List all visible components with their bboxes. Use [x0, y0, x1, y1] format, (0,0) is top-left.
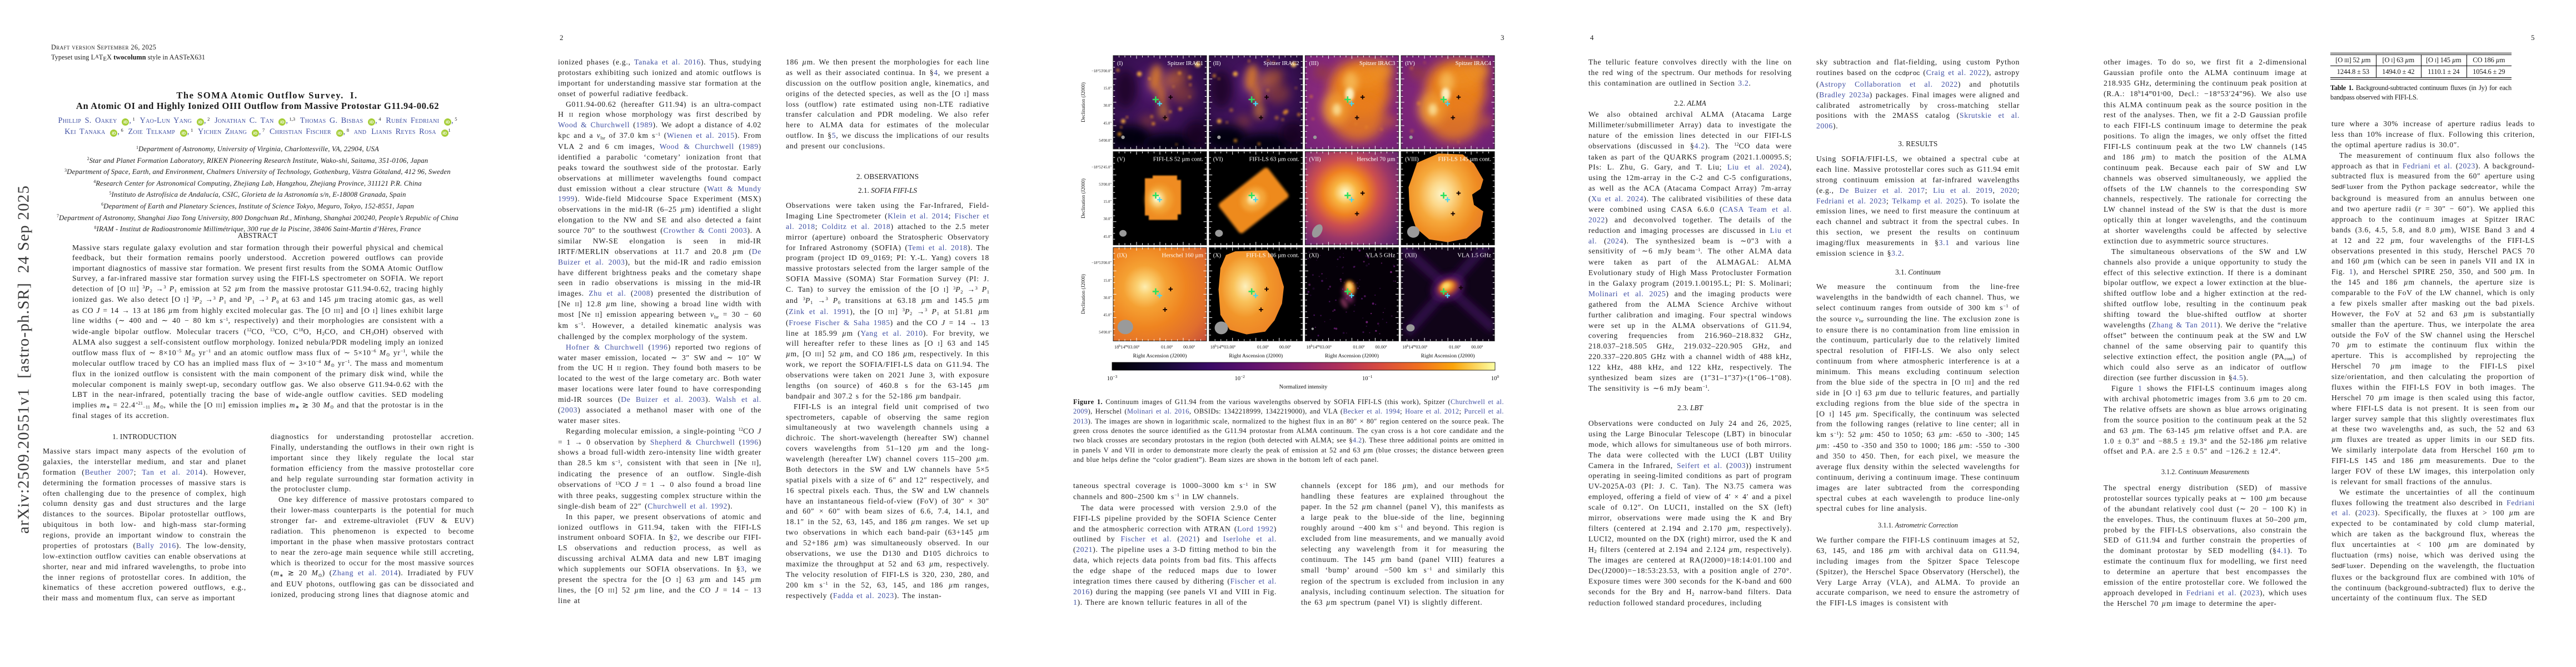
svg-text:(III): (III) — [1309, 61, 1318, 67]
svg-text:VLA 5 GHz: VLA 5 GHz — [1366, 252, 1396, 258]
svg-text:(I): (I) — [1117, 61, 1123, 67]
svg-text:18h14m03.00s: 18h14m03.00s — [1210, 345, 1236, 350]
svg-text:30.0": 30.0" — [1103, 217, 1112, 221]
svg-text:45.0": 45.0" — [1103, 235, 1112, 239]
svg-text:−18°53'00.0": −18°53'00.0" — [1092, 261, 1112, 265]
svg-text:(II): (II) — [1213, 61, 1221, 67]
svg-text:Declination (J2000): Declination (J2000) — [1080, 82, 1086, 122]
svg-text:FIFI-LS 63 µm cont.: FIFI-LS 63 µm cont. — [1249, 156, 1299, 163]
svg-text:(IV): (IV) — [1405, 61, 1415, 67]
svg-text:Declination (J2000): Declination (J2000) — [1080, 274, 1086, 314]
svg-text:−18°52'45.0": −18°52'45.0" — [1092, 166, 1112, 170]
svg-text:(VII): (VII) — [1309, 157, 1321, 163]
svg-text:10−2: 10−2 — [1234, 374, 1245, 382]
svg-text:15.0": 15.0" — [1103, 200, 1112, 204]
svg-text:15.0": 15.0" — [1103, 87, 1112, 91]
svg-text:(IX): (IX) — [1117, 252, 1127, 258]
svg-text:18h14m03.00s: 18h14m03.00s — [1306, 345, 1332, 350]
svg-text:(VIII): (VIII) — [1405, 157, 1419, 163]
svg-text:30.0": 30.0" — [1103, 296, 1112, 300]
svg-text:Spitzer IRAC2: Spitzer IRAC2 — [1263, 60, 1299, 67]
svg-text:Right Ascension (J2000): Right Ascension (J2000) — [1229, 353, 1283, 359]
svg-text:54'00.0": 54'00.0" — [1099, 139, 1112, 143]
svg-text:FIFI-LS 145 µm cont.: FIFI-LS 145 µm cont. — [1438, 156, 1491, 163]
svg-text:Herschel 70 µm: Herschel 70 µm — [1357, 156, 1396, 163]
svg-text:01.00s: 01.00s — [1353, 345, 1365, 350]
svg-text:Herschel 160 µm: Herschel 160 µm — [1162, 252, 1203, 258]
svg-text:01.00s: 01.00s — [1449, 345, 1461, 350]
svg-text:01.00s: 01.00s — [1257, 345, 1269, 350]
svg-text:45.0": 45.0" — [1103, 313, 1112, 317]
svg-text:Declination (J2000): Declination (J2000) — [1080, 178, 1086, 218]
svg-text:45.0": 45.0" — [1103, 122, 1112, 126]
svg-text:(VI): (VI) — [1213, 157, 1223, 163]
svg-text:00.00s: 00.00s — [1279, 345, 1292, 350]
svg-text:Right Ascension (J2000): Right Ascension (J2000) — [1421, 353, 1475, 359]
svg-text:01.00s: 01.00s — [1161, 345, 1173, 350]
svg-text:Spitzer IRAC4: Spitzer IRAC4 — [1456, 60, 1492, 67]
svg-text:53'00.0": 53'00.0" — [1099, 183, 1112, 187]
svg-text:(X): (X) — [1213, 252, 1221, 258]
svg-text:18h14m03.00s: 18h14m03.00s — [1402, 345, 1428, 350]
svg-text:(V): (V) — [1117, 157, 1125, 163]
svg-text:00.00s: 00.00s — [1375, 345, 1387, 350]
svg-text:(XII): (XII) — [1405, 252, 1417, 258]
svg-text:(XI): (XI) — [1309, 252, 1319, 258]
svg-text:100: 100 — [1491, 374, 1499, 382]
svg-text:00.00s: 00.00s — [1183, 345, 1195, 350]
svg-text:10−1: 10−1 — [1362, 374, 1373, 382]
svg-text:Spitzer IRAC1: Spitzer IRAC1 — [1168, 60, 1203, 67]
svg-text:VLA 1.5 GHz: VLA 1.5 GHz — [1457, 252, 1491, 258]
svg-text:15.0": 15.0" — [1103, 279, 1112, 283]
svg-text:FIFI-LS 52 µm cont.: FIFI-LS 52 µm cont. — [1153, 156, 1203, 163]
svg-text:30.0": 30.0" — [1103, 104, 1112, 108]
svg-text:Right Ascension (J2000): Right Ascension (J2000) — [1133, 353, 1187, 359]
svg-text:Spitzer IRAC3: Spitzer IRAC3 — [1359, 60, 1395, 67]
svg-text:54'00.0": 54'00.0" — [1099, 331, 1112, 335]
svg-text:Right Ascension (J2000): Right Ascension (J2000) — [1325, 353, 1379, 359]
svg-text:FIFI-LS 186 µm cont.: FIFI-LS 186 µm cont. — [1246, 252, 1299, 258]
svg-text:00.00s: 00.00s — [1471, 345, 1483, 350]
svg-text:Normalized intensity: Normalized intensity — [1279, 384, 1328, 390]
svg-text:−18°53'00.0": −18°53'00.0" — [1092, 69, 1112, 73]
svg-text:18h14m03.00s: 18h14m03.00s — [1114, 345, 1140, 350]
svg-text:10−3: 10−3 — [1107, 374, 1118, 382]
